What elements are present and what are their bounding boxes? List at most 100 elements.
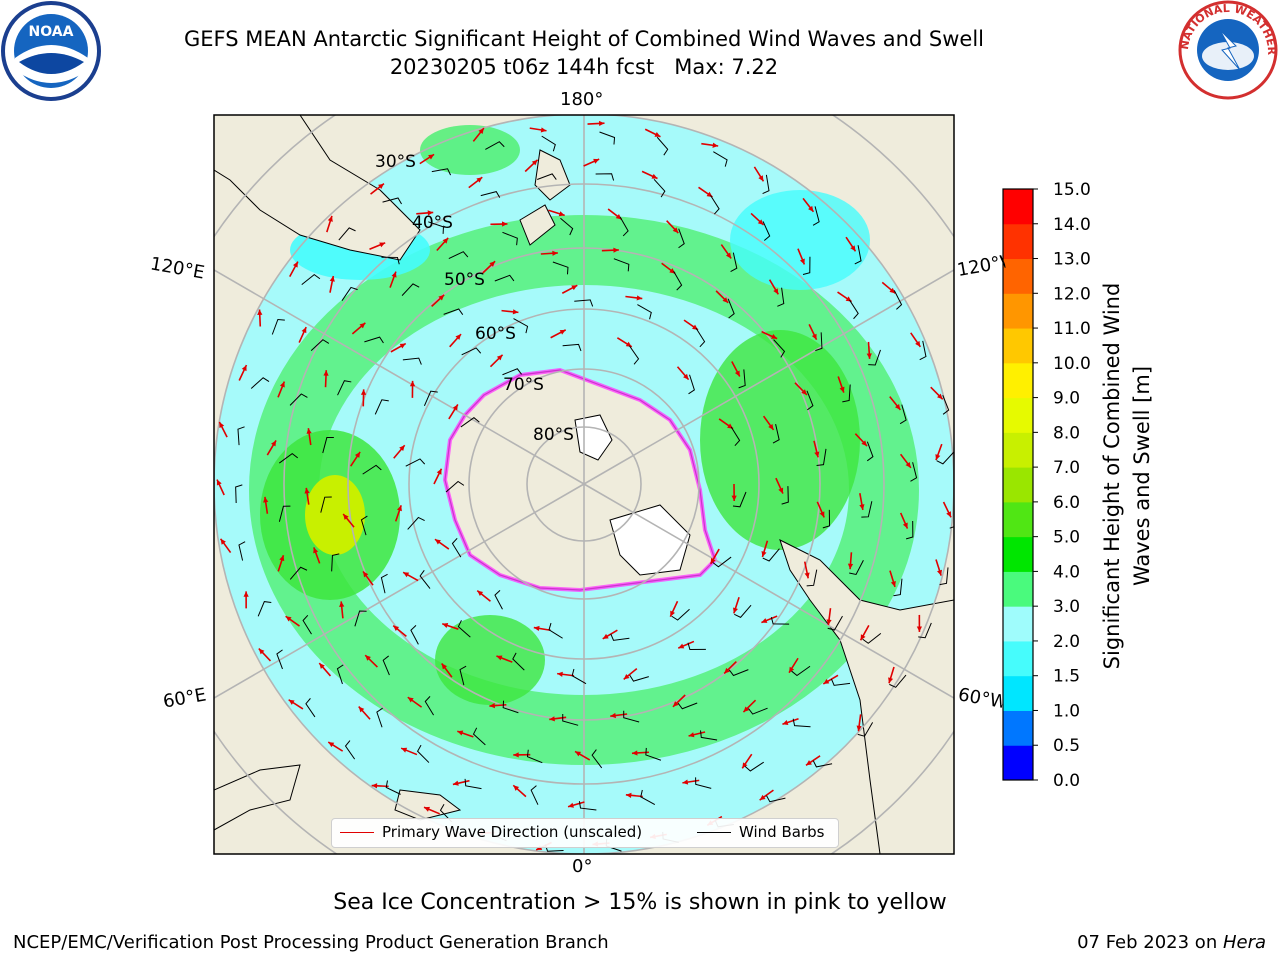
lon-label-bottom: 0° (572, 856, 593, 877)
wind-barb (238, 541, 246, 561)
legend-barb-label: Wind Barbs (739, 823, 825, 841)
wave-arrow-head (757, 219, 764, 225)
wave-arrow-head (654, 132, 661, 137)
wave-arrow-head (359, 322, 366, 329)
wind-barb (448, 251, 469, 259)
colorbar-segment (1003, 223, 1033, 260)
wave-arrow-head (354, 451, 361, 458)
wind-barb (537, 173, 557, 180)
colorbar-tick-label: 6.0 (1053, 493, 1080, 513)
wave-arrow-head (378, 183, 384, 190)
wave-arrow-head (602, 633, 609, 639)
wave-arrow-head (889, 287, 896, 294)
wave-arrow-head (423, 806, 430, 812)
wind-barb (866, 441, 874, 462)
wave-arrow-head (759, 794, 766, 801)
wind-barb (562, 343, 582, 352)
wave-arrow-head (358, 706, 365, 713)
wind-barb (257, 601, 272, 617)
wave-arrow-head (631, 750, 638, 756)
colorbar-segment (1003, 328, 1033, 364)
wave-arrow-head (806, 760, 812, 766)
colorbar-tick-label: 9.0 (1053, 389, 1080, 409)
wind-barb (360, 515, 368, 536)
wave-arrow-head (531, 159, 538, 166)
wind-barb (862, 633, 882, 644)
wind-barb (713, 151, 728, 167)
lat-label-40: 40°S (412, 213, 453, 233)
wind-barb (762, 174, 770, 195)
wave-arrow-head (823, 678, 830, 684)
wave-arrow-head (856, 725, 862, 732)
wave-arrow-head (557, 671, 563, 677)
wave-arrow-head (496, 655, 503, 661)
wind-barb (792, 718, 811, 728)
wind-barb (822, 509, 831, 529)
wind-barb (337, 380, 352, 396)
wave-arrow-head (319, 663, 325, 669)
wind-barb (815, 332, 823, 352)
wind-barb (623, 710, 640, 723)
wind-barb (431, 168, 452, 176)
wave-arrow-head (285, 616, 292, 622)
wave-arrow-head (860, 634, 866, 641)
wind-barb (354, 610, 367, 627)
wind-barb (777, 287, 785, 307)
wind-barb (744, 761, 765, 772)
colorbar-segment (1003, 432, 1033, 468)
wind-barb (562, 714, 579, 726)
wind-barb (710, 195, 720, 215)
wind-barb (640, 789, 656, 805)
wind-barb (439, 804, 453, 823)
wave-arrow-head (731, 495, 737, 501)
colorbar-tick-label: 7.0 (1053, 458, 1080, 478)
wind-barb (374, 399, 389, 415)
wave-arrow-head (219, 421, 225, 428)
wind-barb (629, 674, 649, 682)
colorbar-segment (1003, 258, 1033, 294)
wind-barb (494, 589, 503, 610)
wave-arrow-head (625, 792, 632, 798)
wind-barb (331, 553, 340, 572)
wave-arrow-head (434, 539, 441, 545)
wave-arrow-head (257, 309, 263, 316)
wind-barb (791, 665, 811, 677)
wind-barb (610, 633, 630, 641)
wave-arrow-head (801, 389, 807, 395)
wave-arrow-head (306, 428, 312, 434)
wave-arrow-head (937, 569, 942, 576)
wind-barb (410, 625, 419, 645)
wind-barb (849, 299, 859, 320)
wind-barb (461, 347, 482, 356)
wind-barb (376, 707, 383, 728)
wind-barb (591, 749, 603, 769)
ice-shelf-ross (609, 504, 691, 576)
wave-arrow-head (625, 341, 632, 347)
wind-barb (424, 696, 435, 716)
wave-arrow-head (712, 142, 719, 148)
colorbar-frame (1002, 188, 1034, 781)
wave-arrow-head (613, 247, 619, 253)
wave-arrow-head (393, 625, 400, 632)
wave-arrow-head (902, 522, 908, 529)
colorbar-segment (1003, 745, 1033, 781)
lat-label-80: 80°S (533, 425, 574, 445)
wind-barb (918, 622, 932, 639)
sea-ice-caption: Sea Ice Concentration > 15% is shown in … (333, 890, 947, 915)
wind-barb (578, 801, 597, 811)
wave-arrow-head (401, 747, 408, 753)
wind-barb (905, 520, 914, 540)
wind-barb (301, 274, 321, 286)
wave-arrow-head (339, 601, 345, 608)
wave-arrow-head (890, 580, 896, 587)
wave-arrow-head (937, 393, 943, 400)
wave-arrow-head (313, 547, 319, 554)
wind-barb (445, 480, 465, 493)
wind-barb (687, 642, 706, 650)
wind-barb (320, 496, 332, 513)
colorbar-tick-label: 10.0 (1053, 354, 1091, 374)
wave-arrow-head (724, 667, 730, 674)
wind-barb (595, 173, 615, 181)
footer-date: 07 Feb 2023 on (1077, 932, 1223, 953)
wave-arrow-head (396, 505, 402, 512)
